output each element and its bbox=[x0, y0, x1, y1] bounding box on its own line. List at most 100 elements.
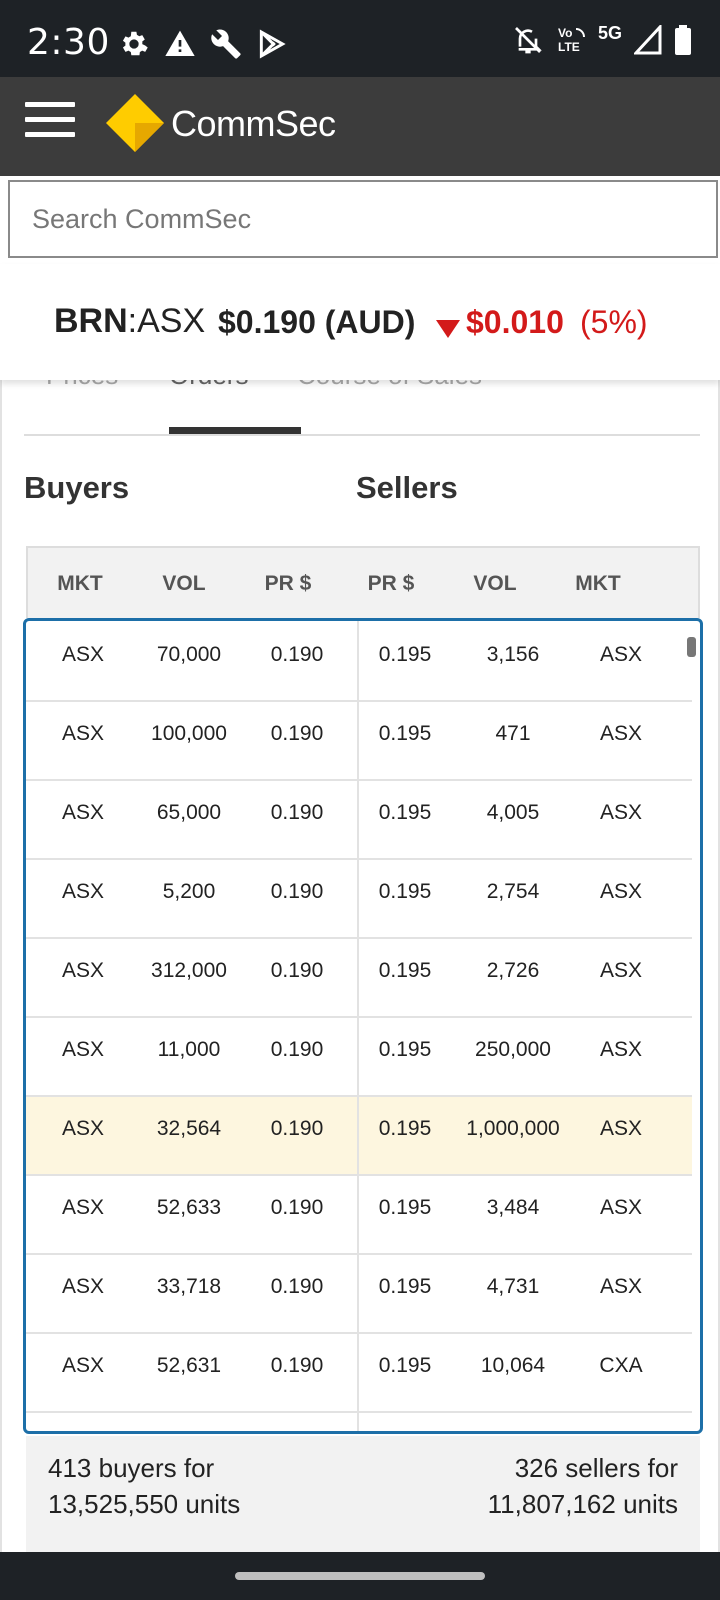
sellers-count: 326 sellers for bbox=[514, 1453, 678, 1483]
scrollbar-thumb[interactable] bbox=[687, 637, 696, 657]
order-depth-table[interactable]: ASX 52,631 0.190 0.195 10,064 CXA ASX 33,718 0.1… bbox=[23, 618, 703, 1434]
column-divider bbox=[357, 1095, 359, 1174]
buyer-volume-cell: 11,000 bbox=[157, 1038, 221, 1061]
buyers-units: 13,525,550 units bbox=[48, 1489, 241, 1519]
home-gesture-handle[interactable] bbox=[235, 1572, 485, 1580]
seller-market-cell: ASX bbox=[599, 1275, 643, 1298]
seller-price-cell: 0.195 bbox=[378, 1354, 432, 1377]
network-label: 5G bbox=[597, 22, 622, 43]
seller-price-cell: 0.195 bbox=[378, 1196, 432, 1219]
seller-volume-cell: 4,731 bbox=[486, 1275, 540, 1298]
seller-price-cell: 0.195 bbox=[378, 722, 432, 745]
tab-prices[interactable]: Prices bbox=[46, 380, 118, 391]
table-row-partial[interactable] bbox=[26, 1411, 692, 1431]
buyer-market-cell: ASX bbox=[61, 1117, 105, 1140]
signal-icon bbox=[634, 25, 662, 55]
table-row[interactable]: ASX 312,000 0.190 0.195 2,726 ASX bbox=[26, 937, 692, 1018]
search-box[interactable] bbox=[8, 180, 718, 258]
gear-icon bbox=[122, 31, 148, 56]
buyer-volume-cell: 312,000 bbox=[151, 959, 227, 982]
table-row[interactable]: ASX 5,200 0.190 0.195 2,754 ASX bbox=[26, 858, 692, 939]
buyer-volume-cell: 52,631 bbox=[156, 1354, 222, 1377]
depth-summary: 413 buyers for 13,525,550 units 326 sell… bbox=[26, 1436, 700, 1552]
column-divider bbox=[357, 1332, 359, 1411]
buyer-volume-cell: 5,200 bbox=[162, 880, 216, 903]
active-tab-indicator bbox=[169, 427, 301, 434]
buyer-volume-cell: 52,633 bbox=[156, 1196, 222, 1219]
column-divider bbox=[357, 1411, 359, 1431]
table-row[interactable]: ASX 52,633 0.190 0.195 3,484 ASX bbox=[26, 1174, 692, 1255]
price-change-percent: (5%) bbox=[580, 304, 648, 340]
table-row[interactable]: ASX 33,718 0.190 0.195 4,731 ASX bbox=[26, 1253, 692, 1334]
seller-volume-cell: 4,005 bbox=[486, 801, 540, 824]
seller-market-cell: ASX bbox=[599, 1038, 643, 1061]
buyer-price-cell: 0.190 bbox=[270, 801, 324, 824]
seller-market-cell: ASX bbox=[599, 1196, 643, 1219]
search-bar bbox=[0, 176, 720, 264]
buyer-volume-cell: 32,564 bbox=[156, 1117, 222, 1140]
buyer-volume-cell: 100,000 bbox=[151, 722, 227, 745]
column-divider bbox=[357, 858, 359, 937]
battery-icon bbox=[675, 25, 691, 55]
buyer-price-cell: 0.190 bbox=[270, 1354, 324, 1377]
table-row[interactable]: ASX 11,000 0.190 0.195 250,000 ASX bbox=[26, 1016, 692, 1097]
status-bar: 2:30 Vo LTE 5G bbox=[0, 0, 720, 77]
buyer-price-cell: 0.190 bbox=[270, 880, 324, 903]
search-input[interactable] bbox=[10, 182, 716, 256]
buyer-volume-cell: 33,718 bbox=[156, 1275, 222, 1298]
seller-market-cell: ASX bbox=[599, 801, 643, 824]
table-row[interactable]: ASX 70,000 0.190 0.195 3,156 ASX bbox=[26, 621, 692, 702]
table-row[interactable]: ASX 100,000 0.190 0.195 471 ASX bbox=[26, 700, 692, 781]
quote-header: BRN:ASX $0.190 (AUD) $0.010 (5%) bbox=[0, 264, 720, 380]
alert-triangle-icon bbox=[165, 30, 195, 56]
sellers-units: 11,807,162 units bbox=[487, 1489, 678, 1519]
buyer-price-cell: 0.190 bbox=[270, 1038, 324, 1061]
buyer-volume-cell: 70,000 bbox=[156, 643, 222, 666]
seller-market-cell: CXA bbox=[599, 1354, 643, 1377]
table-row[interactable]: ASX 65,000 0.190 0.195 4,005 ASX bbox=[26, 779, 692, 860]
buyer-price-cell: 0.190 bbox=[270, 643, 324, 666]
buyer-price-cell: 0.190 bbox=[270, 1275, 324, 1298]
buyer-volume-cell: 65,000 bbox=[156, 801, 222, 824]
seller-market-cell: ASX bbox=[599, 643, 643, 666]
header-buyer-price: PR $ bbox=[264, 572, 312, 595]
buyers-summary: 413 buyers for 13,525,550 units bbox=[48, 1450, 240, 1522]
header-buyer-vol: VOL bbox=[162, 572, 206, 595]
status-time: 2:30 bbox=[27, 22, 110, 63]
column-divider bbox=[357, 700, 359, 779]
svg-text:LTE: LTE bbox=[558, 40, 580, 54]
buyers-count: 413 buyers for bbox=[48, 1453, 215, 1483]
tab-orders[interactable]: Orders bbox=[169, 380, 248, 391]
header-seller-mkt: MKT bbox=[575, 572, 621, 595]
buyer-market-cell: ASX bbox=[61, 1196, 105, 1219]
bell-off-icon bbox=[515, 27, 542, 54]
seller-price-cell: 0.195 bbox=[378, 1038, 432, 1061]
header-seller-price: PR $ bbox=[367, 572, 415, 595]
seller-price-cell: 0.195 bbox=[378, 880, 432, 903]
tab-bar: Prices Orders Course of Sales bbox=[24, 380, 700, 436]
column-divider bbox=[357, 1016, 359, 1095]
commsec-logo-icon[interactable] bbox=[106, 94, 164, 152]
buyer-market-cell: ASX bbox=[61, 643, 105, 666]
seller-market-cell: ASX bbox=[599, 1117, 643, 1140]
app-bar: CommSec bbox=[0, 77, 720, 176]
header-seller-vol: VOL bbox=[473, 572, 517, 595]
brand-name[interactable]: CommSec bbox=[171, 103, 336, 144]
menu-icon[interactable] bbox=[25, 102, 75, 138]
seller-market-cell: ASX bbox=[599, 722, 643, 745]
seller-volume-cell: 2,754 bbox=[486, 880, 540, 903]
column-divider bbox=[357, 621, 359, 700]
seller-volume-cell: 2,726 bbox=[486, 959, 540, 982]
wrench-icon bbox=[211, 29, 241, 59]
header-buyer-mkt: MKT bbox=[57, 572, 103, 595]
table-row[interactable]: ASX 32,564 0.190 0.195 1,000,000 ASX bbox=[26, 1095, 692, 1176]
buyer-market-cell: ASX bbox=[61, 880, 105, 903]
buyer-price-cell: 0.190 bbox=[270, 722, 324, 745]
seller-volume-cell: 3,156 bbox=[486, 643, 540, 666]
tab-course-of-sales[interactable]: Course of Sales bbox=[297, 380, 482, 391]
buyer-price-cell: 0.190 bbox=[270, 959, 324, 982]
table-row[interactable]: ASX 52,631 0.190 0.195 10,064 CXA bbox=[26, 1332, 692, 1413]
down-arrow-icon bbox=[436, 320, 460, 338]
buyer-market-cell: ASX bbox=[61, 959, 105, 982]
buyer-price-cell: 0.190 bbox=[270, 1196, 324, 1219]
